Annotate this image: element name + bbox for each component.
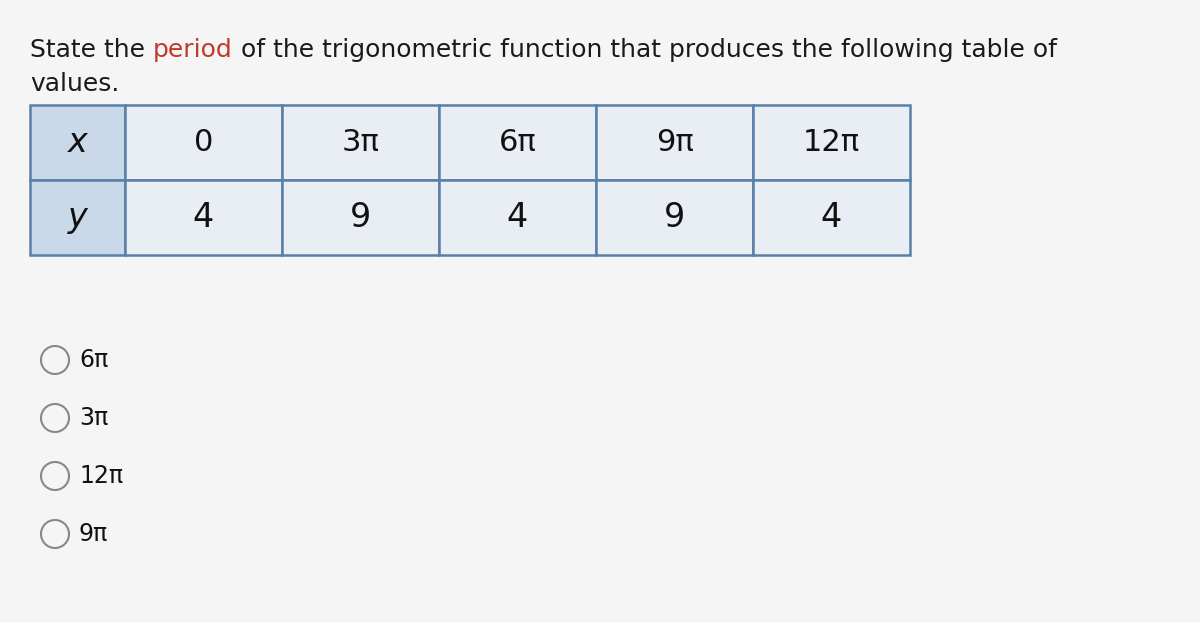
Text: 6π: 6π [499, 128, 536, 157]
Text: 0: 0 [194, 128, 214, 157]
Text: values.: values. [30, 72, 119, 96]
Text: 12π: 12π [79, 464, 124, 488]
Text: period: period [154, 38, 233, 62]
Text: 4: 4 [821, 201, 842, 234]
Text: x: x [67, 126, 88, 159]
Bar [754, 105, 910, 180]
Text: 4: 4 [193, 201, 214, 234]
Text: 4: 4 [506, 201, 528, 234]
Text: 3π: 3π [342, 128, 379, 157]
Bar [439, 180, 596, 255]
Bar [754, 180, 910, 255]
Bar [30, 180, 125, 255]
Bar [125, 105, 282, 180]
Bar [596, 180, 754, 255]
Text: y: y [67, 201, 88, 234]
Text: 9π: 9π [655, 128, 694, 157]
Text: 9: 9 [350, 201, 371, 234]
Text: State the: State the [30, 38, 154, 62]
Bar [596, 105, 754, 180]
Text: 3π: 3π [79, 406, 108, 430]
Bar [439, 105, 596, 180]
Bar [125, 180, 282, 255]
Bar [282, 105, 439, 180]
Bar [282, 180, 439, 255]
Text: 12π: 12π [803, 128, 860, 157]
Text: 6π: 6π [79, 348, 108, 372]
Text: of the trigonometric function that produces the following table of: of the trigonometric function that produ… [233, 38, 1057, 62]
Text: 9π: 9π [79, 522, 108, 546]
Text: 9: 9 [664, 201, 685, 234]
Bar [30, 105, 125, 180]
